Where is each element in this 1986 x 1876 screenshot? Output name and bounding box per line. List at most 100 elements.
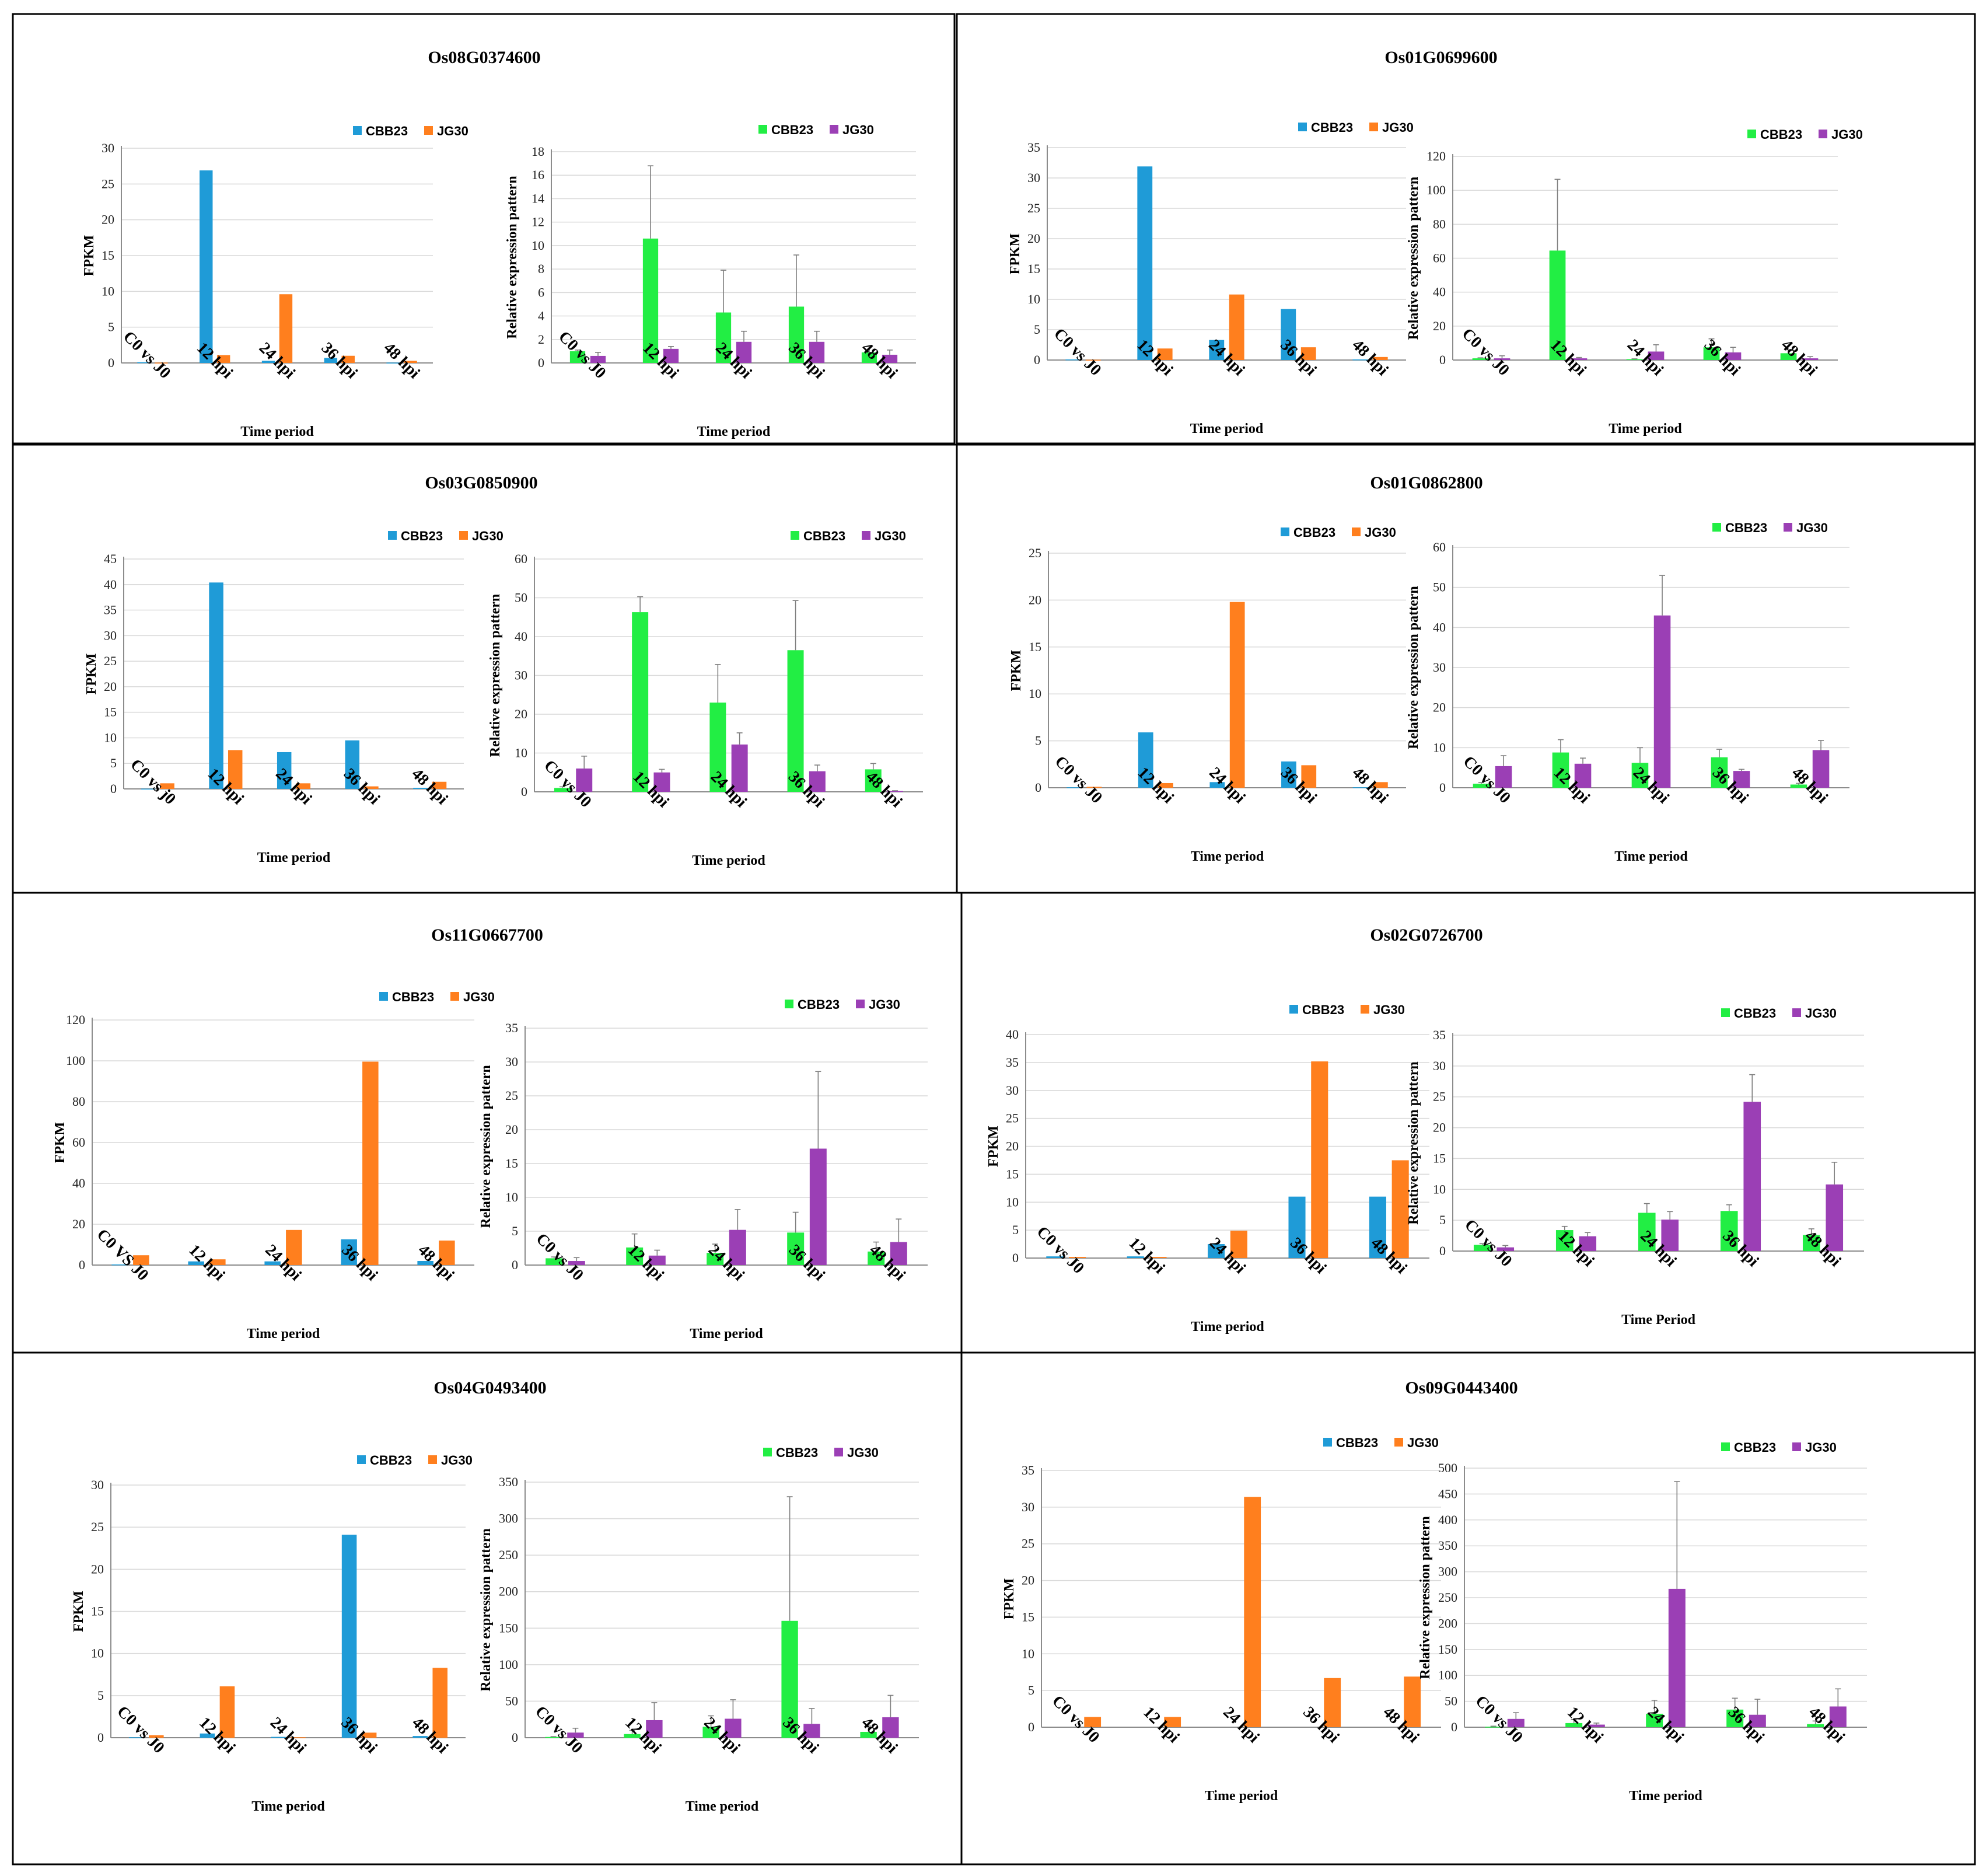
y-tick-label: 0: [108, 355, 114, 370]
bar-cbb23-36-hpi: [781, 1620, 798, 1738]
bar-jg30-c0-vs-j0: [133, 1255, 149, 1265]
panel-title: Os04G0493400: [433, 1378, 546, 1398]
y-tick-label: 25: [1022, 1536, 1034, 1551]
legend-swatch-jg30: [1784, 523, 1792, 532]
bar-jg30-c0-vs-j0: [1495, 766, 1512, 788]
bar-jg30-24-hpi: [291, 1737, 306, 1738]
x-axis-title: Time period: [1191, 849, 1264, 864]
y-tick-label: 5: [1012, 1222, 1019, 1237]
bar-jg30-24-hpi: [725, 1718, 742, 1738]
y-tick-label: 40: [515, 629, 527, 644]
legend-swatch-jg30: [1792, 1442, 1801, 1451]
y-tick-label: 100: [66, 1053, 85, 1068]
bar-cbb23-12-hpi: [200, 1733, 215, 1738]
y-tick-label: 20: [104, 679, 117, 694]
y-tick-label: 350: [1438, 1538, 1457, 1553]
x-tick-label: C0 vs J0: [1050, 325, 1104, 379]
legend-swatch-jg30: [856, 1000, 865, 1008]
y-axis-title: FPKM: [1002, 1578, 1017, 1620]
bar-jg30-48-hpi: [1372, 782, 1388, 788]
legend-swatch-jg30: [1361, 1005, 1369, 1014]
y-axis-title: FPKM: [71, 1591, 86, 1632]
bar-cbb23-c0-vs-j0: [137, 362, 151, 364]
legend-swatch-cbb23: [357, 1455, 366, 1464]
x-tick-label: C0 vs J0: [1461, 1216, 1515, 1270]
y-tick-label: 10: [515, 746, 527, 760]
legend-label-jg30: JG30: [847, 1445, 879, 1460]
y-tick-label: 35: [1027, 140, 1040, 155]
bar-jg30-36-hpi: [809, 771, 826, 792]
y-tick-label: 18: [532, 144, 544, 159]
y-tick-label: 80: [1433, 216, 1446, 231]
bar-jg30-12-hpi: [648, 1255, 666, 1265]
bar-jg30-12-hpi: [646, 1720, 663, 1738]
y-tick-label: 50: [1433, 580, 1446, 595]
legend: CBB23 JG30: [353, 124, 468, 138]
y-tick-label: 10: [1433, 1182, 1446, 1196]
bar-cbb23-24-hpi: [709, 703, 726, 792]
y-tick-label: 10: [1029, 686, 1041, 701]
bar-jg30-c0-vs-j0: [149, 1735, 164, 1738]
bar-jg30-c0-vs-j0: [1086, 787, 1102, 788]
y-tick-label: 300: [499, 1511, 518, 1526]
y-tick-label: 20: [1006, 1139, 1019, 1154]
legend: CBB23 JG30: [388, 529, 504, 543]
y-tick-label: 200: [499, 1584, 518, 1599]
y-tick-label: 150: [499, 1620, 518, 1635]
y-tick-label: 50: [505, 1693, 518, 1708]
bar-cbb23-48-hpi: [860, 1731, 877, 1738]
bar-jg30-36-hpi: [1733, 771, 1750, 788]
x-tick-label: C0 VS J0: [93, 1225, 152, 1284]
bar-cbb23-12-hpi: [188, 1261, 204, 1265]
legend-label-cbb23: CBB23: [366, 124, 408, 138]
bar-jg30-24-hpi: [729, 1229, 746, 1265]
y-tick-label: 25: [1027, 201, 1040, 215]
y-tick-label: 500: [1438, 1461, 1457, 1475]
y-tick-label: 0: [1439, 780, 1446, 795]
panel-os02g0726700: Os02G0726700 0 5 10 15 20 25 30 35 40 C0 vs J0 12 h…: [986, 925, 1864, 1334]
bar-jg30-12-hpi: [1149, 1257, 1167, 1258]
legend-label-jg30: JG30: [1805, 1006, 1837, 1021]
bar-cbb23-36-hpi: [345, 740, 360, 789]
legend: CBB23 JG30: [1721, 1440, 1837, 1455]
y-tick-label: 10: [1433, 740, 1446, 754]
legend-label-jg30: JG30: [869, 997, 900, 1012]
bar-cbb23-c0-vs-j0: [1046, 1256, 1064, 1258]
legend-label-jg30: JG30: [842, 123, 874, 137]
legend-label-cbb23: CBB23: [1725, 520, 1767, 535]
y-tick-label: 5: [1439, 1213, 1446, 1227]
y-tick-label: 5: [1034, 322, 1040, 337]
legend-swatch-cbb23: [1721, 1008, 1730, 1017]
bar-jg30-c0-vs-j0: [590, 355, 606, 363]
legend-label-cbb23: CBB23: [1336, 1435, 1378, 1450]
y-tick-label: 250: [1438, 1590, 1457, 1605]
y-tick-label: 25: [505, 1088, 518, 1103]
y-axis-title: Relative expression pattern: [1406, 586, 1421, 749]
bar-cbb23-24-hpi: [277, 752, 292, 789]
legend: CBB23 JG30: [357, 1453, 473, 1468]
y-tick-label: 15: [1433, 1151, 1446, 1165]
bar-jg30-24-hpi: [296, 783, 311, 789]
bar-jg30-c0-vs-j0: [568, 1261, 585, 1265]
legend: CBB23 JG30: [763, 1445, 879, 1460]
y-tick-label: 20: [1027, 231, 1040, 246]
y-tick-label: 15: [102, 248, 114, 263]
y-tick-label: 150: [1438, 1642, 1457, 1657]
x-axis-title: Time period: [686, 1799, 759, 1814]
legend-swatch-cbb23: [1281, 527, 1289, 536]
y-tick-label: 0: [1035, 780, 1041, 795]
legend-swatch-cbb23: [763, 1448, 772, 1456]
legend-label-cbb23: CBB23: [1734, 1440, 1776, 1455]
bar-jg30-12-hpi: [1579, 1236, 1597, 1251]
panel-title: Os11G0667700: [431, 925, 543, 945]
y-tick-label: 400: [1438, 1512, 1457, 1527]
y-tick-label: 4: [538, 309, 544, 323]
